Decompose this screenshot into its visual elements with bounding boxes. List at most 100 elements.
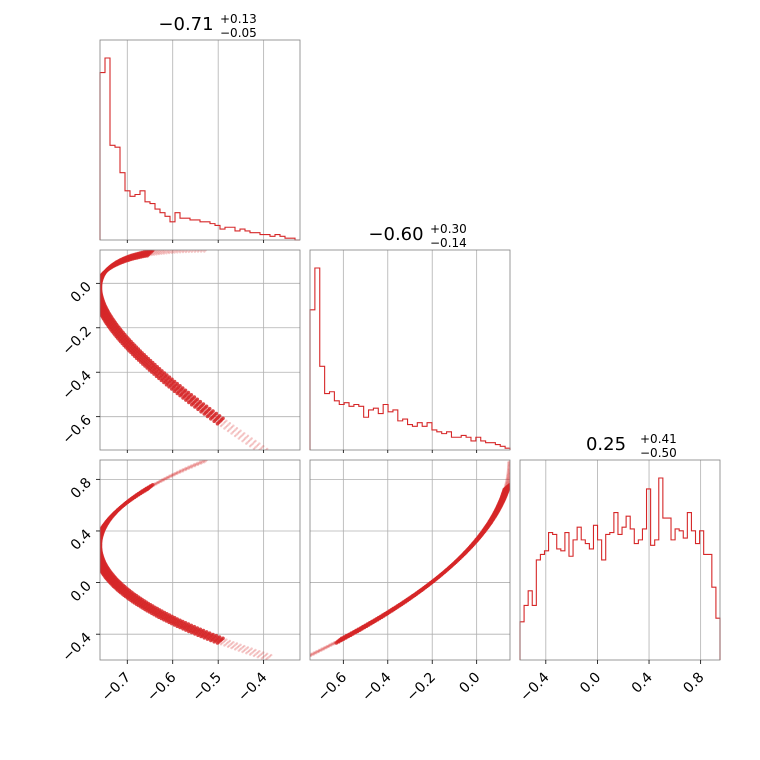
hist-panel-p1: −0.60 +0.30−0.14 xyxy=(309,222,511,451)
scatter-point xyxy=(180,469,183,472)
scatter-point xyxy=(172,474,175,477)
scatter-point xyxy=(270,450,272,452)
scatter-point xyxy=(202,460,205,463)
scatter-point xyxy=(94,543,98,547)
scatter-point xyxy=(171,247,173,249)
scatter-point xyxy=(157,250,160,252)
scatter-point xyxy=(221,636,225,641)
scatter-point xyxy=(219,424,223,428)
scatter-point xyxy=(95,286,99,290)
scatter-point xyxy=(238,430,241,434)
scatter-point xyxy=(506,468,510,472)
scatter-point xyxy=(94,285,98,289)
scatter-point xyxy=(504,483,507,486)
scatter-point xyxy=(100,540,101,542)
scatter-point xyxy=(236,645,240,649)
panel-frame xyxy=(309,459,511,661)
scatter-point xyxy=(310,653,313,656)
scatter-point xyxy=(183,250,186,252)
scatter-point xyxy=(187,246,189,248)
scatter-point xyxy=(190,466,193,469)
scatter-point xyxy=(173,247,175,249)
scatter-point xyxy=(155,253,158,256)
scatter-point xyxy=(183,621,188,625)
scatter-point xyxy=(95,293,99,297)
scatter-point xyxy=(174,250,178,253)
param-title-p1: −0.60 xyxy=(368,224,423,245)
scatter-point xyxy=(258,650,261,653)
scatter-point xyxy=(302,659,304,661)
scatter-point xyxy=(100,295,101,297)
scatter-point xyxy=(233,429,236,433)
scatter-point xyxy=(507,474,510,477)
scatter-point xyxy=(310,654,313,658)
scatter-point xyxy=(256,656,259,659)
scatter-point xyxy=(221,641,224,645)
scatter-point xyxy=(311,652,314,655)
scatter-point xyxy=(95,297,99,301)
scatter-point xyxy=(255,652,258,655)
scatter-point xyxy=(507,463,510,467)
scatter-point xyxy=(234,428,237,431)
scatter-point xyxy=(176,472,179,476)
scatter-point xyxy=(512,468,514,470)
scatter-point xyxy=(160,480,163,483)
scatter-point xyxy=(185,466,189,470)
scatter-point xyxy=(94,555,98,559)
scatter-point xyxy=(252,447,256,450)
scatter-point xyxy=(190,465,193,468)
scatter-point xyxy=(95,296,99,300)
scatter-point xyxy=(193,465,197,468)
scatter-point xyxy=(510,476,512,478)
scatter-point xyxy=(219,643,223,646)
scatter-point xyxy=(325,646,328,650)
scatter-point xyxy=(96,545,100,549)
scatter-point xyxy=(245,442,248,445)
scatter-point xyxy=(507,475,510,478)
scatter-point xyxy=(95,292,99,296)
param-title-plus: +0.30 xyxy=(430,222,467,236)
scatter-point xyxy=(266,454,268,456)
scatter-point xyxy=(187,467,190,470)
scatter-point xyxy=(307,654,309,656)
scatter-point xyxy=(93,550,97,554)
scatter-point xyxy=(329,643,332,646)
scatter-point xyxy=(159,251,162,254)
scatter-point xyxy=(229,643,232,646)
scatter-point xyxy=(512,466,514,468)
scatter-point xyxy=(209,457,211,459)
scatter-point xyxy=(186,250,189,252)
scatter-point xyxy=(262,651,265,654)
scatter-point xyxy=(217,635,222,639)
scatter-point xyxy=(193,245,195,247)
scatter-point xyxy=(161,478,165,481)
scatter-point xyxy=(327,645,331,648)
scatter-point xyxy=(189,393,194,397)
scatter-point xyxy=(305,657,307,659)
scatter-point xyxy=(507,483,510,487)
scatter-point xyxy=(260,446,264,449)
scatter-point xyxy=(158,480,161,484)
scatter-point xyxy=(235,647,238,650)
scatter-point xyxy=(250,443,253,447)
scatter-point xyxy=(100,553,101,555)
scatter-point xyxy=(96,537,100,541)
scatter-point xyxy=(95,285,99,289)
scatter-point xyxy=(508,469,510,472)
scatter-point xyxy=(252,654,256,658)
panel-background xyxy=(100,460,300,660)
y-tick-label-p2: 0.0 xyxy=(68,578,95,605)
scatter-point xyxy=(265,456,267,458)
scatter-point xyxy=(164,251,167,254)
scatter-point xyxy=(96,291,100,295)
scatter-point xyxy=(100,302,101,304)
scatter-point xyxy=(164,477,167,480)
scatter-point xyxy=(319,649,322,652)
scatter-point xyxy=(214,411,219,416)
scatter-point xyxy=(94,556,98,560)
scatter-point xyxy=(235,433,238,436)
scatter-point xyxy=(177,470,180,473)
scatter-point xyxy=(160,478,164,481)
scatter-point xyxy=(229,427,232,430)
scatter-point xyxy=(332,642,336,645)
